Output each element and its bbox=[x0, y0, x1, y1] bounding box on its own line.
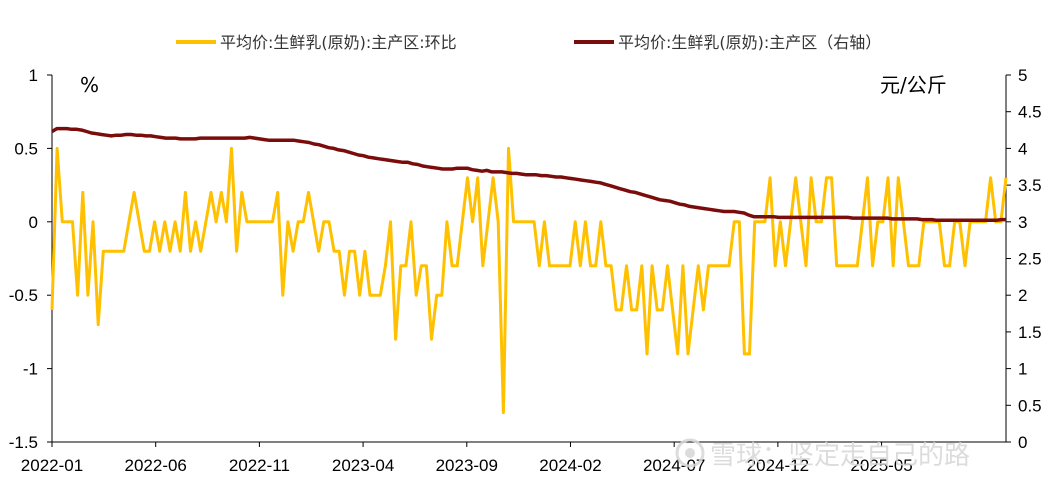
right-tick-label: 5 bbox=[1018, 66, 1027, 85]
series-layer bbox=[50, 126, 1008, 415]
snowball-logo-icon bbox=[675, 438, 705, 468]
x-tick-label: 2025-05 bbox=[850, 456, 912, 475]
series-line-mom bbox=[50, 146, 1008, 415]
right-tick-label: 2 bbox=[1018, 286, 1027, 305]
right-tick-label: 1 bbox=[1018, 360, 1027, 379]
right-tick-label: 3.5 bbox=[1018, 176, 1042, 195]
x-tick-label: 2024-07 bbox=[643, 456, 705, 475]
x-tick-label: 2023-04 bbox=[332, 456, 394, 475]
x-axis: 2022-01 2022-06 2022-11 2023-04 2023-09 2024-… bbox=[21, 442, 913, 475]
legend-label-price: 平均价:生鲜乳(原奶):主产区（右轴） bbox=[618, 33, 881, 52]
left-axis-unit: % bbox=[80, 73, 99, 97]
right-tick-label: 3 bbox=[1018, 213, 1027, 232]
right-axis-unit: 元/公斤 bbox=[880, 73, 947, 97]
right-tick-label: 1.5 bbox=[1018, 323, 1042, 342]
right-tick-label: 4.5 bbox=[1018, 103, 1042, 122]
left-axis: 1 0.5 0 -0.5 -1 -1.5 bbox=[9, 66, 52, 452]
right-axis: 5 4.5 4 3.5 3 2.5 2 1.5 1 0.5 0 bbox=[1006, 66, 1042, 452]
watermark: 雪球：坚定走自己的路 bbox=[675, 438, 970, 471]
right-tick-label: 0.5 bbox=[1018, 396, 1042, 415]
left-tick-label: 1 bbox=[29, 66, 38, 85]
x-tick-label: 2024-02 bbox=[539, 456, 601, 475]
x-tick-label: 2023-09 bbox=[436, 456, 498, 475]
x-tick-label: 2022-06 bbox=[125, 456, 187, 475]
left-tick-label: -0.5 bbox=[9, 286, 38, 305]
right-tick-label: 2.5 bbox=[1018, 250, 1042, 269]
watermark-text: 雪球：坚定走自己的路 bbox=[710, 441, 970, 471]
right-tick-label: 4 bbox=[1018, 139, 1027, 158]
x-tick-label: 2022-11 bbox=[229, 456, 290, 475]
legend-label-mom: 平均价:生鲜乳(原奶):主产区:环比 bbox=[220, 33, 457, 52]
x-tick-label: 2022-01 bbox=[21, 456, 83, 475]
left-tick-label: 0.5 bbox=[14, 139, 38, 158]
left-tick-label: 0 bbox=[29, 213, 38, 232]
x-tick-label: 2024-12 bbox=[747, 456, 809, 475]
left-tick-label: -1 bbox=[23, 360, 38, 379]
left-tick-label: -1.5 bbox=[9, 433, 38, 452]
legend: 平均价:生鲜乳(原奶):主产区:环比 平均价:生鲜乳(原奶):主产区（右轴） bbox=[176, 33, 881, 52]
series-line-price bbox=[51, 126, 1006, 223]
right-tick-label: 0 bbox=[1018, 433, 1027, 452]
